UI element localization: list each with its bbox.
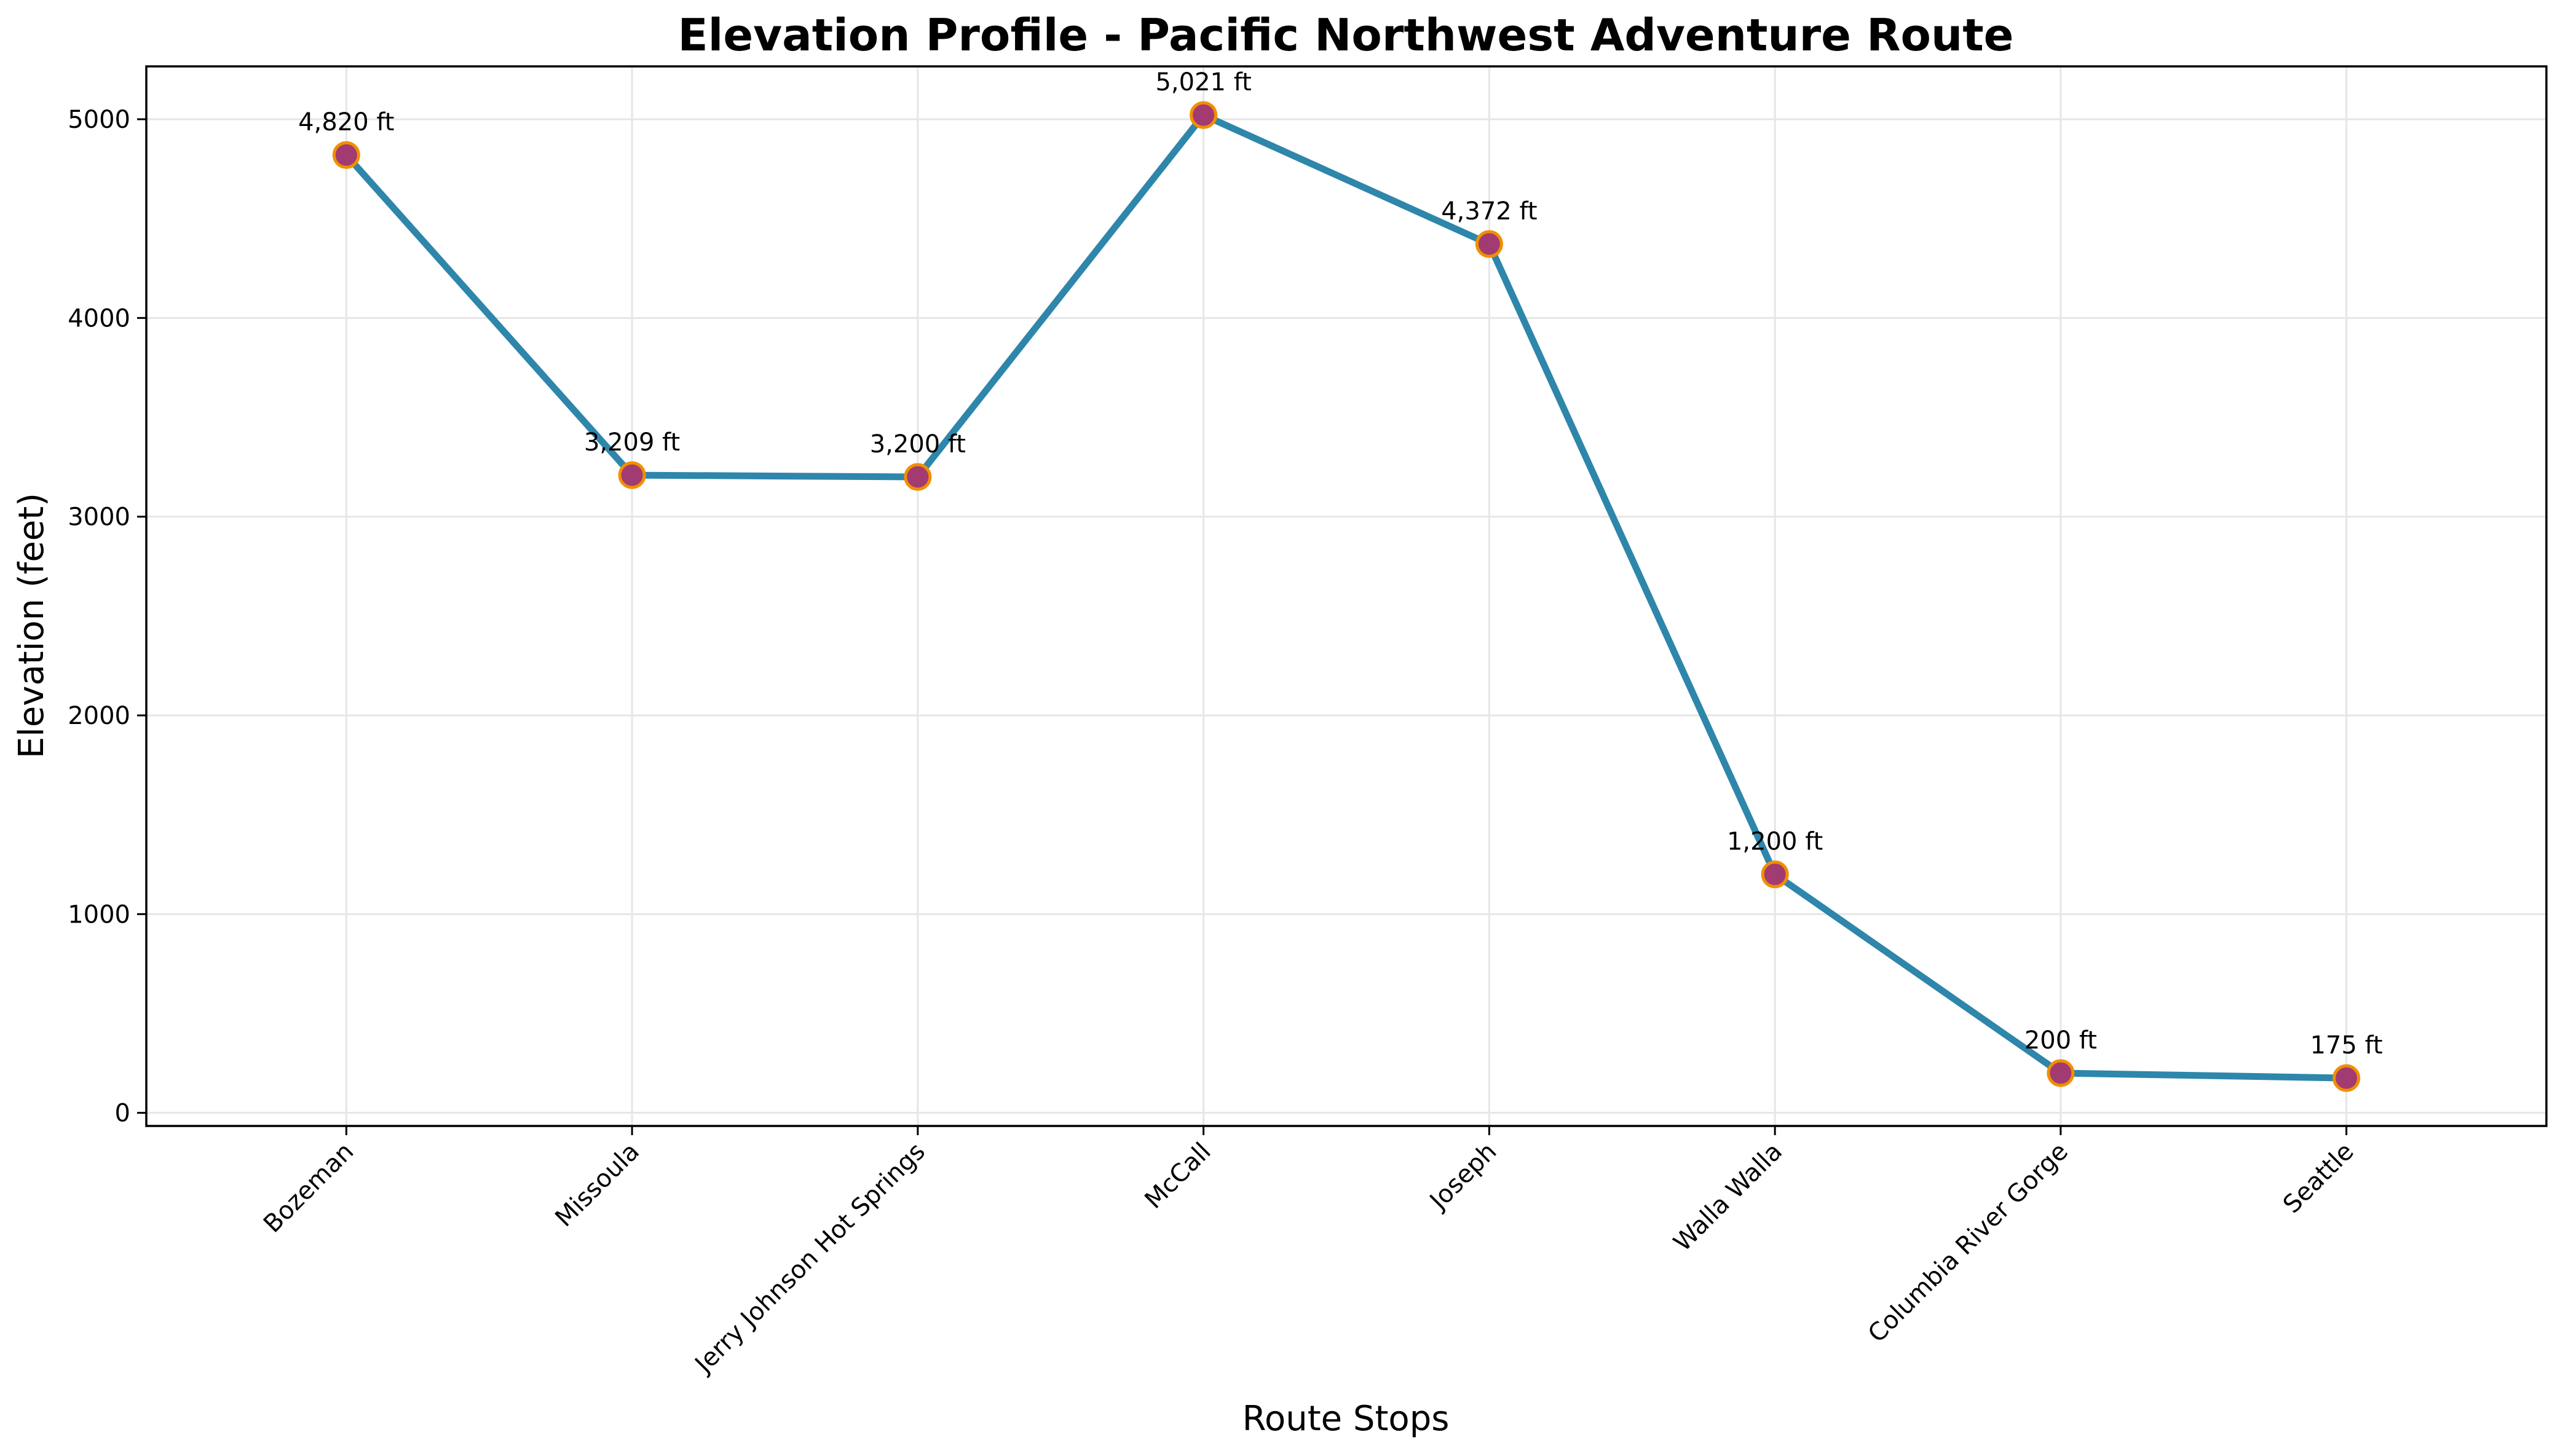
- elevation-line: [342, 111, 2350, 1082]
- axes: [145, 65, 2548, 1127]
- x-axis-label: Route Stops: [1242, 1399, 1450, 1439]
- elevation-point-6: [2047, 1059, 2075, 1087]
- elevation-point-0: [332, 141, 360, 169]
- elevation-series: [332, 101, 2361, 1092]
- data-label-3: 5,021 ft: [1155, 68, 1251, 96]
- data-label-6: 200 ft: [2024, 1026, 2097, 1055]
- y-tick-label-2: 2000: [68, 702, 130, 730]
- y-tick-label-3: 3000: [68, 503, 130, 532]
- elevation-point-3: [1190, 101, 1218, 129]
- y-tick-label-0: 0: [115, 1100, 130, 1128]
- data-label-7: 175 ft: [2310, 1031, 2383, 1060]
- chart-title: Elevation Profile - Pacific Northwest Ad…: [677, 9, 2013, 61]
- data-label-1: 3,209 ft: [584, 428, 680, 457]
- elevation-point-7: [2332, 1064, 2361, 1092]
- plot-frame: [145, 65, 2548, 1127]
- data-labels: 4,820 ft 3,209 ft 3,200 ft 5,021 ft 4,372 ft…: [298, 68, 2383, 1060]
- y-tick-label-5: 5000: [68, 106, 130, 134]
- data-label-2: 3,200 ft: [870, 430, 966, 458]
- elevation-point-2: [904, 463, 932, 491]
- data-label-0: 4,820 ft: [298, 108, 394, 136]
- elevation-point-5: [1761, 860, 1789, 889]
- elevation-point-4: [1475, 230, 1503, 258]
- y-tick-label-1: 1000: [68, 900, 130, 929]
- elevation-point-1: [618, 461, 646, 489]
- y-tick-label-4: 4000: [68, 304, 130, 333]
- data-label-5: 1,200 ft: [1727, 828, 1823, 856]
- y-axis-label: Elevation (feet): [12, 493, 52, 758]
- data-label-4: 4,372 ft: [1441, 197, 1537, 226]
- y-ticks: 0 1000 2000 3000 4000 5000: [68, 106, 146, 1128]
